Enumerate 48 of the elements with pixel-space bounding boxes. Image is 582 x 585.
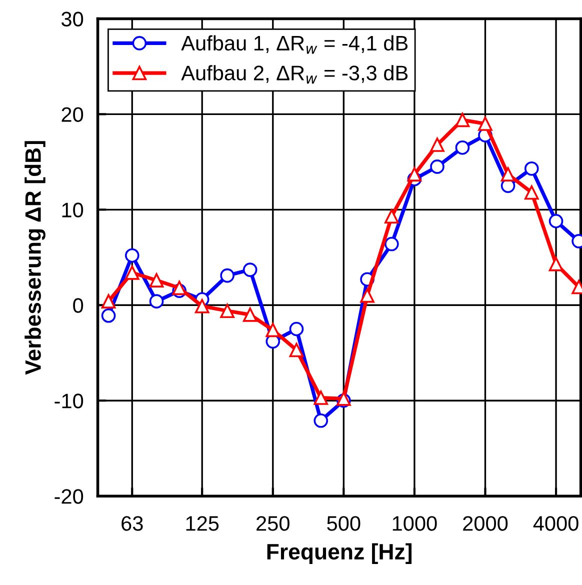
- point: [242, 262, 258, 277]
- y-tick-label: -10: [54, 394, 84, 408]
- x-axis-title: Frequenz [Hz]: [267, 543, 412, 564]
- point: [455, 112, 470, 128]
- point: [220, 268, 234, 283]
- point: [500, 167, 516, 182]
- point: [220, 304, 234, 318]
- point: [548, 214, 564, 228]
- y-tick-label: 10: [62, 202, 84, 218]
- x-tick-label: 125: [186, 516, 219, 531]
- point: [430, 138, 444, 152]
- x-tick-label: 500: [327, 516, 360, 531]
- x-tick-label: 4000: [533, 516, 578, 531]
- point: [124, 266, 140, 280]
- point: [194, 298, 210, 314]
- point: [242, 308, 258, 322]
- point: [524, 185, 539, 200]
- point: [101, 308, 116, 323]
- y-axis-title: Verbesserung ΔR [dB]: [24, 141, 46, 375]
- legend-label: Aufbau 1, ΔR$_{w}$ = -4,1 dB: [181, 35, 408, 54]
- point: [314, 390, 328, 405]
- point: [314, 414, 328, 428]
- y-tick-label: 30: [62, 12, 84, 26]
- point: [266, 322, 280, 338]
- x-tick-label: 1000: [392, 516, 437, 531]
- x-tick-label: 250: [256, 516, 290, 531]
- y-tick-label: -20: [54, 489, 84, 504]
- point: [172, 280, 186, 296]
- point: [478, 116, 492, 131]
- x-tick-label: 2000: [463, 516, 508, 531]
- point: [430, 160, 444, 174]
- point: [384, 236, 399, 252]
- point: [149, 273, 164, 288]
- x-tick-label: 63: [122, 516, 143, 531]
- point: [524, 161, 539, 176]
- point: [124, 248, 140, 263]
- point: [384, 209, 399, 224]
- point: [289, 342, 304, 358]
- point: [289, 322, 304, 336]
- point: [360, 288, 374, 303]
- y-tick-label: 20: [62, 107, 84, 122]
- point: [455, 140, 470, 155]
- point: [548, 256, 564, 272]
- y-tick-label: 0: [73, 298, 84, 313]
- legend-label: Aufbau 2, ΔR$_{w}$ = -3,3 dB: [181, 65, 408, 84]
- point: [101, 294, 116, 308]
- point: [149, 294, 164, 308]
- point: [407, 167, 422, 182]
